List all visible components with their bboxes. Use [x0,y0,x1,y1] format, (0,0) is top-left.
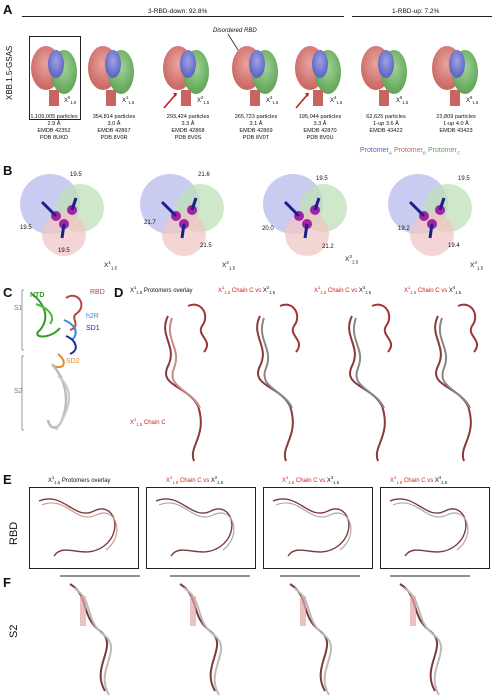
disordered-rbd-annotation: Disordered RBD [213,28,257,34]
d-chain-c-label: X11.5 Chain C [130,417,166,428]
rbd-label: RBD [90,289,105,296]
x4-view-label: X41.5 [470,259,484,271]
protomer-overlays [164,303,479,462]
group-3-down-bracket [22,16,344,17]
x1-distance-2: 19.5 [20,225,32,231]
spike-domain-cartoon [21,289,83,431]
rbd-box-2 [146,487,256,569]
map-x4-caption: 195,044 particles 3.3 Å EMDB 42870 PDB 8V0U [298,114,342,141]
d-title-4: X11.5 Chain C vs X41.5 [404,285,462,296]
x2-distance-1: 21.6 [198,172,210,178]
map-x3-name: X31.5 [266,95,279,106]
map-x1-caption: 354,814 particles 3.0 Å EMDB 42867 PDB 8V0R [92,114,136,141]
x2-distance-2: 21.7 [144,220,156,226]
rbd-traces-2 [155,498,235,557]
x2-distance-3: 21.5 [200,243,212,249]
overlay-2 [256,303,301,462]
overlay-1 [164,303,209,462]
sd1-label: SD1 [86,325,100,332]
rbd-overlays [38,498,469,557]
s2-structure-4 [390,575,470,696]
s2-structure-2 [170,575,250,696]
map-x3-caption: 265,723 particles 3.1 Å EMDB 42869 PDB 8V0T [234,114,278,141]
map-x5-name: X51.5 [396,95,409,106]
e-title-2: X11.5 Chain C vs X21.5 [166,475,224,486]
s1-label: S1 [14,305,23,312]
top-view-x2 [140,174,224,256]
protomer-legend: ProtomerA ProtomerB ProtomerC [360,147,461,157]
panel-f-label: F [3,575,11,590]
sd2-label: SD2 [66,358,80,365]
legend-protomer-b: ProtomerB [394,147,427,157]
cryoem-maps [31,33,478,109]
legend-protomer-c: ProtomerC [428,147,461,157]
group-1-up-label: 1-RBD-up: 7.2% [392,8,440,15]
rbd-traces-3 [272,498,352,557]
x4-distance-3: 19.4 [448,243,460,249]
map-x4 [295,46,341,109]
map-x0-highlight-box [29,36,81,120]
map-x3 [232,46,278,106]
x1-distance-3: 19.5 [58,248,70,254]
rbd-traces-1 [38,498,118,557]
x1-distance-1: 19.5 [70,172,82,178]
map-x1-name: X11.5 [122,95,135,106]
group-1-up-bracket [352,16,492,17]
e-title-3: X11.5 Chain C vs X31.5 [282,475,340,486]
rbd-box-4 [380,487,490,569]
map-x6 [432,46,478,106]
x3-distance-1: 19.5 [316,176,328,182]
top-view-x1 [20,174,104,256]
panel-b-label: B [3,163,13,178]
x3-view-label: X31.5 [345,253,359,265]
map-x5 [361,46,407,106]
map-x5-caption: 62,625 particles 1-up 3.6 Å EMDB 43422 [366,114,406,134]
d-title-3: X11.5 Chain C vs X31.5 [314,285,372,296]
s2-overlays [60,575,470,696]
h2r-label: h2R [86,313,99,320]
map-x0-caption: 1,109,005 particles 2.9 Å EMDB 42352 PDB 8U… [30,114,78,141]
panel-d-label: D [114,285,124,300]
map-x0 [31,46,77,106]
disordered-rbd-arrow [227,33,239,51]
group-3-down-label: 3-RBD-down: 92.8% [148,8,208,15]
x4-distance-2: 19.2 [398,226,410,232]
top-views [20,174,472,256]
x3-distance-3: 21.2 [322,244,334,250]
x3-distance-2: 20.0 [262,226,274,232]
rbd-box-3 [263,487,373,569]
overlay-4 [434,303,479,462]
e-title-1: X11.5 Protomers overlay [48,475,111,486]
x2-view-label: X21.5 [222,259,236,271]
legend-protomer-a: ProtomerA [360,147,393,157]
map-x4-name: X41.5 [330,95,343,106]
s2-structure-1 [60,575,140,696]
ntd-label: NTD [30,292,45,299]
panel-e-label: E [3,472,12,487]
map-x6-caption: 23,809 particles 1-up 4.0 Å EMDB 43423 [436,114,476,134]
map-x6-name: X61.5 [466,95,479,106]
top-view-x3 [263,174,347,256]
map-x2 [163,46,209,109]
d-title-2: X11.5 Chain C vs X21.5 [218,285,276,296]
panel-a-label: A [3,2,13,17]
map-x2-name: X21.5 [197,95,210,106]
overlay-3 [348,303,393,462]
e-title-4: X11.5 Chain C vs X41.5 [390,475,448,486]
x1-view-label: X11.5 [104,259,118,271]
map-x0-name: X01.5 [64,95,77,106]
s2-structure-3 [280,575,360,696]
rbd-box-1 [29,487,139,569]
map-x1 [88,46,134,106]
d-title-1: X11.5 Protomers overlay [130,285,193,296]
map-x2-caption: 293,424 particles 3.3 Å EMDB 42868 PDB 8V0S [166,114,210,141]
panel-c-label: C [3,285,13,300]
s2-label: S2 [14,388,23,395]
x4-distance-1: 19.5 [458,176,470,182]
top-view-x4 [388,174,472,256]
rbd-traces-4 [389,498,469,557]
